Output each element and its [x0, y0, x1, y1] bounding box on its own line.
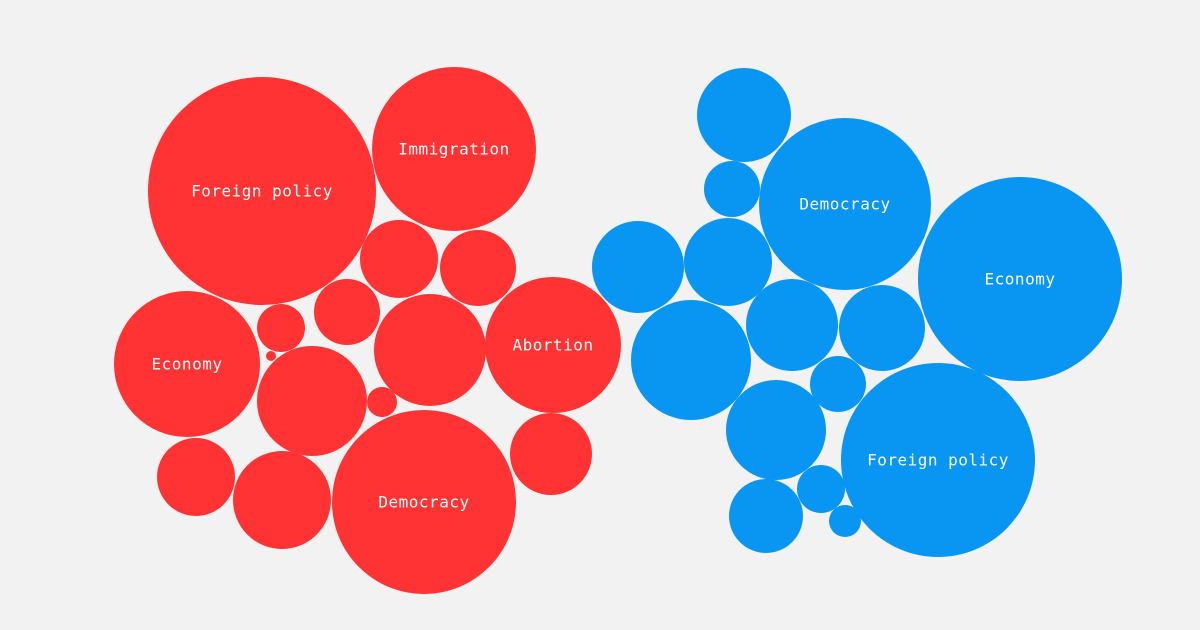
blue-bubble: [631, 300, 751, 420]
blue-bubble-label: Foreign policy: [867, 451, 1009, 470]
blue-bubble: [797, 465, 845, 513]
red-bubble: [360, 220, 438, 298]
red-bubble: [367, 387, 397, 417]
red-bubble-abortion: [485, 277, 621, 413]
blue-bubble: [729, 479, 803, 553]
blue-bubble: [592, 221, 684, 313]
blue-bubble: [829, 505, 861, 537]
red-bubble-label: Abortion: [512, 336, 593, 355]
blue-bubble: [697, 68, 791, 162]
red-bubble: [266, 351, 276, 361]
blue-bubble: [810, 356, 866, 412]
red-bubble: [510, 413, 592, 495]
red-bubble-label: Foreign policy: [191, 182, 333, 201]
red-bubble: [257, 346, 367, 456]
blue-bubble: [726, 380, 826, 480]
blue-bubble-foreign-policy: [841, 363, 1035, 557]
red-bubble-label: Economy: [152, 355, 223, 374]
blue-bubble: [839, 285, 925, 371]
red-bubble-foreign-policy: [148, 77, 376, 305]
blue-bubble-democracy: [759, 118, 931, 290]
red-bubble-label: Democracy: [378, 493, 469, 512]
red-bubble-immigration: [372, 67, 536, 231]
red-bubble: [257, 304, 305, 352]
blue-bubble-label: Economy: [985, 270, 1056, 289]
red-bubble: [440, 230, 516, 306]
red-bubble-economy: [114, 291, 260, 437]
red-bubble-label: Immigration: [398, 140, 509, 159]
blue-bubble-economy: [918, 177, 1122, 381]
red-bubble-democracy: [332, 410, 516, 594]
bubble-layer: [114, 67, 1122, 594]
label-layer: Foreign policy Immigration Democracy Econom…: [152, 140, 1056, 512]
blue-bubble: [704, 161, 760, 217]
blue-bubble-label: Democracy: [799, 195, 890, 214]
blue-bubble: [684, 218, 772, 306]
red-bubble: [233, 451, 331, 549]
red-bubble: [374, 294, 486, 406]
red-bubble: [314, 279, 380, 345]
red-bubble: [157, 438, 235, 516]
blue-bubble: [746, 279, 838, 371]
